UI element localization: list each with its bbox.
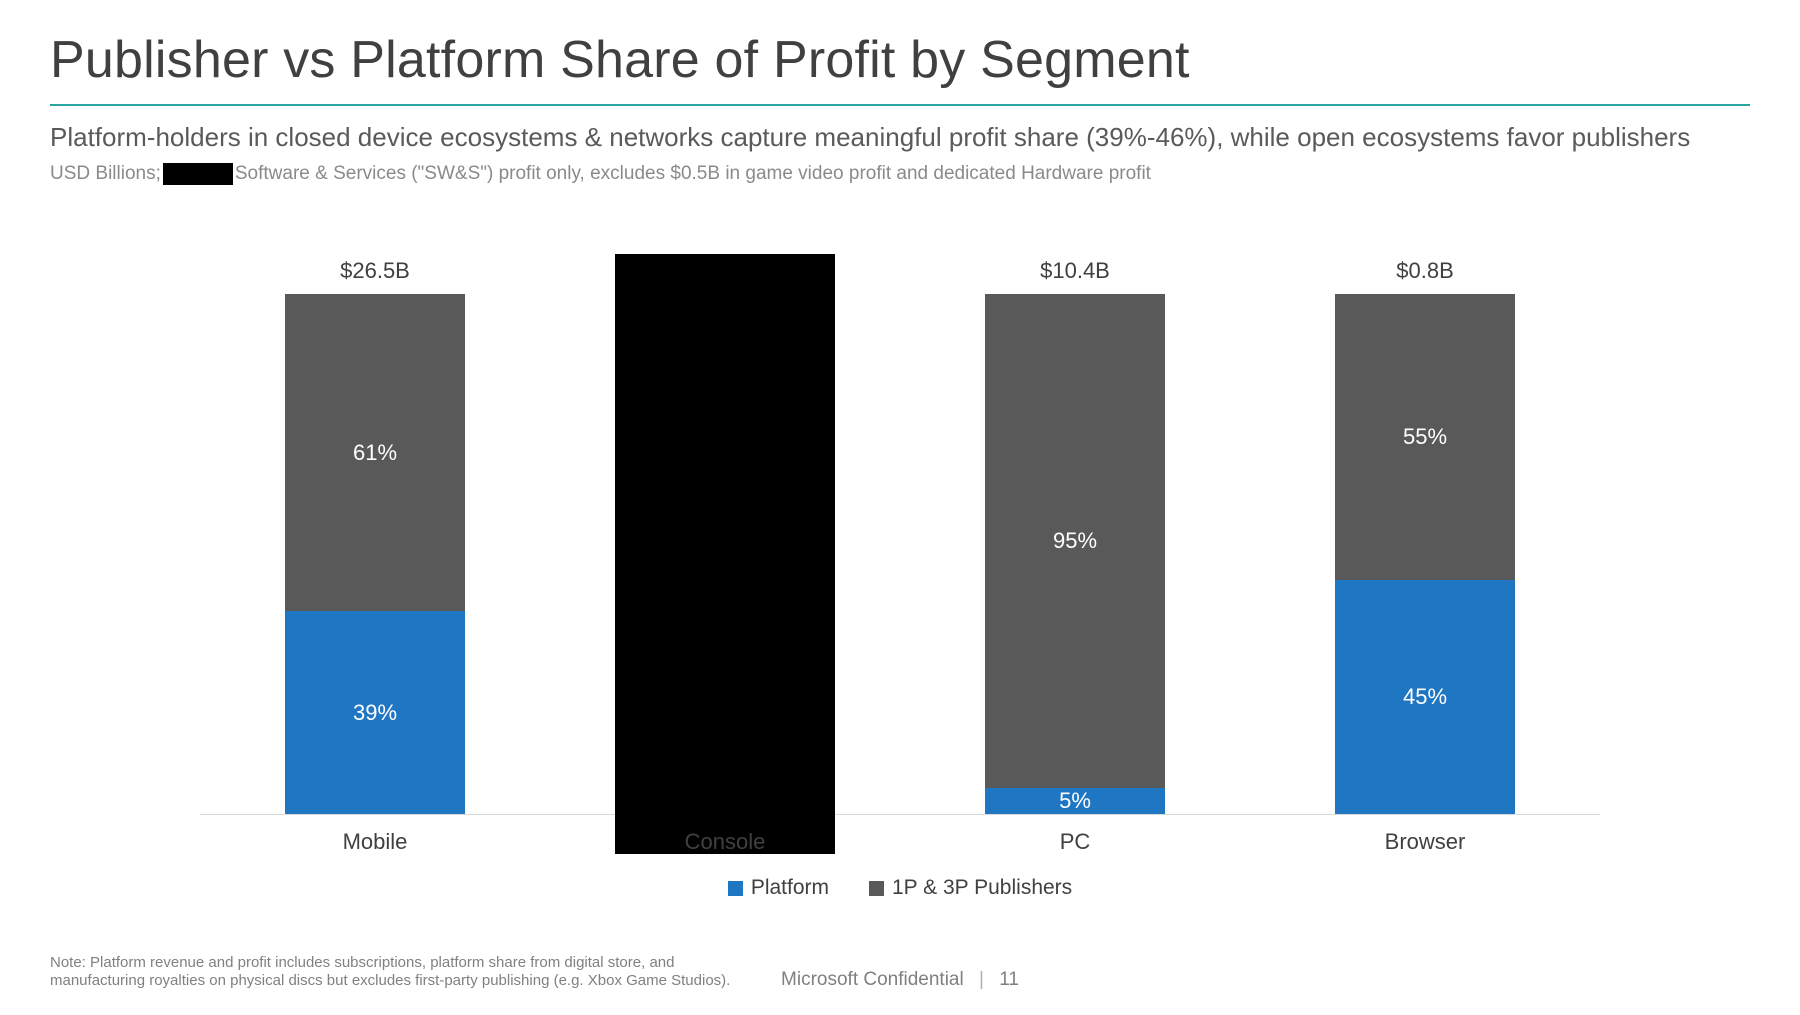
slide-title: Publisher vs Platform Share of Profit by…	[50, 30, 1750, 90]
bars-row: $26.5B 39%61% $10.4B 5%95% $0.8B 45%55%	[200, 254, 1600, 815]
x-axis-label: Console	[615, 829, 835, 855]
slide-footer: Note: Platform revenue and profit includ…	[50, 954, 1750, 992]
stacked-bar: 5%95%	[985, 294, 1165, 814]
legend-item: Platform	[728, 876, 829, 900]
stacked-bar: 45%55%	[1335, 294, 1515, 814]
bar-slot: $10.4B 5%95%	[965, 258, 1185, 814]
legend-swatch	[728, 881, 743, 896]
legend-label: Platform	[751, 876, 829, 900]
subnote-suffix: Software & Services ("SW&S") profit only…	[235, 163, 1151, 185]
slide-subnote: USD Billions; Software & Services ("SW&S…	[50, 163, 1750, 185]
segment-platform: 45%	[1335, 580, 1515, 814]
x-axis-label: Browser	[1315, 829, 1535, 855]
separator: |	[979, 969, 984, 990]
segment-publishers: 61%	[285, 294, 465, 611]
page-number: 11	[999, 969, 1019, 990]
bar-total-label: $10.4B	[1040, 258, 1110, 284]
bar-total-label: $0.8B	[1396, 258, 1454, 284]
confidential-stamp: Microsoft Confidential | 11	[781, 969, 1019, 991]
title-divider	[50, 104, 1750, 106]
slide-subtitle: Platform-holders in closed device ecosys…	[50, 122, 1750, 153]
slide: Publisher vs Platform Share of Profit by…	[0, 0, 1800, 1015]
segment-platform: 39%	[285, 611, 465, 814]
bar-slot: $26.5B 39%61%	[265, 258, 485, 814]
redacted-bar	[615, 254, 835, 854]
bar-slot: $0.8B 45%55%	[1315, 258, 1535, 814]
redacted-box	[163, 163, 233, 185]
segment-publishers: 95%	[985, 294, 1165, 788]
segment-publishers: 55%	[1335, 294, 1515, 580]
x-axis-labels: Mobile Console PC Browser	[200, 829, 1600, 855]
bar-slot	[615, 254, 835, 814]
stacked-bar: 39%61%	[285, 294, 465, 814]
x-axis-label: Mobile	[265, 829, 485, 855]
segment-platform: 5%	[985, 788, 1165, 814]
x-axis-label: PC	[965, 829, 1185, 855]
footnote: Note: Platform revenue and profit includ…	[50, 954, 770, 992]
legend-item: 1P & 3P Publishers	[869, 876, 1072, 900]
legend-swatch	[869, 881, 884, 896]
bar-total-label: $26.5B	[340, 258, 410, 284]
confidential-label: Microsoft Confidential	[781, 969, 964, 990]
chart-legend: Platform 1P & 3P Publishers	[200, 876, 1600, 900]
legend-label: 1P & 3P Publishers	[892, 876, 1072, 900]
subnote-prefix: USD Billions;	[50, 163, 161, 185]
profit-share-chart: $26.5B39%61%$10.4B5%95%$0.8B45%55% Mobil…	[200, 215, 1600, 815]
